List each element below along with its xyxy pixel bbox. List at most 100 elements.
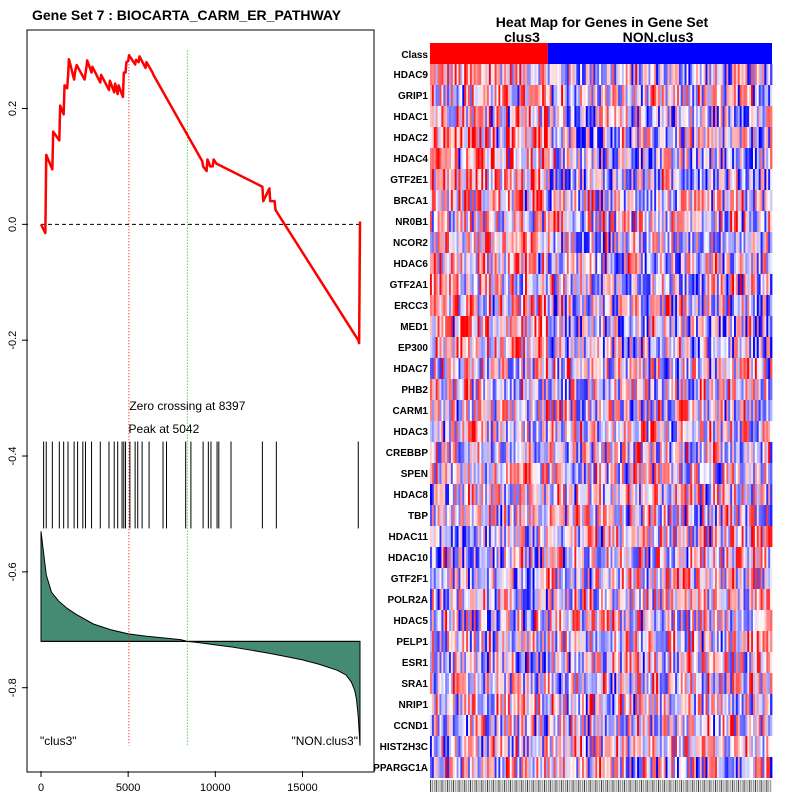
heatmap-cell — [549, 463, 552, 484]
heatmap-cell — [477, 400, 480, 421]
heatmap-cell — [445, 505, 448, 526]
heatmap-cell — [728, 547, 731, 568]
heatmap-cell — [745, 295, 748, 316]
heatmap-cell — [553, 400, 556, 421]
heatmap-cell — [485, 190, 488, 211]
heatmap-cell — [644, 337, 647, 358]
heatmap-cell — [661, 547, 665, 568]
heatmap-cell — [656, 316, 659, 337]
heatmap-cell — [557, 568, 560, 589]
heatmap-area: HDAC9GRIP1HDAC1HDAC2HDAC4GTF2E1BRCA1NR0B… — [373, 43, 773, 792]
heatmap-cell — [644, 148, 647, 169]
heatmap-cell — [633, 169, 636, 190]
heatmap-cell — [673, 211, 676, 232]
heatmap-cell — [544, 463, 547, 484]
heatmap-cell — [640, 400, 644, 421]
heatmap-cell — [656, 148, 659, 169]
heatmap-cell — [639, 253, 642, 274]
heatmap-cell — [449, 400, 452, 421]
heatmap-cell — [568, 421, 571, 442]
heatmap-cell — [737, 274, 741, 295]
heatmap-cell — [587, 358, 590, 379]
heatmap-cell — [449, 631, 452, 652]
heatmap-cell — [659, 358, 663, 379]
heatmap-cell — [511, 169, 514, 190]
heatmap-cell — [502, 442, 505, 463]
heatmap-cell — [481, 631, 484, 652]
heatmap-cell — [589, 568, 592, 589]
heatmap-cell — [578, 127, 581, 148]
heatmap-cell — [595, 148, 598, 169]
heatmap-cell — [572, 568, 575, 589]
heatmap-cell — [462, 169, 465, 190]
heatmap-cell — [449, 169, 452, 190]
heatmap-cell — [500, 85, 503, 106]
heatmap-cell — [684, 232, 687, 253]
heatmap-cell — [701, 274, 704, 295]
heatmap-cell — [568, 610, 571, 631]
heatmap-cell — [492, 316, 495, 337]
heatmap-cell — [716, 64, 720, 85]
heatmap-cell — [614, 169, 617, 190]
heatmap-cell — [566, 421, 570, 442]
heatmap-cell — [582, 358, 585, 379]
heatmap-cell — [680, 211, 684, 232]
heatmap-cell — [544, 211, 547, 232]
heatmap-cell — [585, 337, 589, 358]
heatmap-cell — [667, 547, 670, 568]
heatmap-cell — [730, 85, 733, 106]
heatmap-row-label: HDAC4 — [394, 154, 429, 165]
heatmap-cell — [597, 274, 600, 295]
heatmap-cell — [751, 148, 754, 169]
heatmap-cell — [471, 547, 475, 568]
heatmap-cell — [650, 85, 653, 106]
heatmap-cell — [509, 148, 513, 169]
heatmap-cell — [601, 526, 604, 547]
heatmap-cell — [715, 169, 718, 190]
heatmap-cell — [456, 316, 459, 337]
heatmap-cell — [703, 169, 706, 190]
heatmap-cell — [709, 316, 712, 337]
heatmap-cell — [732, 421, 735, 442]
heatmap-cell — [659, 295, 663, 316]
heatmap-cell — [661, 463, 665, 484]
heatmap-cell — [437, 64, 440, 85]
heatmap-cell — [656, 337, 659, 358]
heatmap-cell — [621, 211, 625, 232]
heatmap-cell — [688, 358, 691, 379]
heatmap-cell — [572, 169, 575, 190]
heatmap-cell — [500, 442, 503, 463]
heatmap-row-label: HDAC3 — [394, 427, 429, 438]
heatmap-cell — [530, 568, 533, 589]
heatmap-cell — [764, 232, 767, 253]
heatmap-cell — [728, 64, 731, 85]
heatmap-cell — [437, 211, 440, 232]
heatmap-cell — [644, 64, 647, 85]
heatmap-cell — [566, 505, 570, 526]
heatmap-cell — [635, 505, 638, 526]
heatmap-cell — [582, 190, 585, 211]
heatmap-cell — [652, 463, 655, 484]
heatmap-cell — [547, 484, 551, 505]
heatmap-cell — [739, 106, 742, 127]
heatmap-cell — [450, 232, 454, 253]
heatmap-cell — [749, 568, 752, 589]
heatmap-cell — [612, 274, 615, 295]
heatmap-cell — [568, 169, 571, 190]
heatmap-cell — [599, 274, 602, 295]
heatmap-cell — [618, 526, 621, 547]
heatmap-cell — [521, 148, 524, 169]
heatmap-cell — [530, 106, 533, 127]
heatmap-cell — [544, 253, 547, 274]
heatmap-cell — [690, 295, 693, 316]
heatmap-cell — [701, 211, 704, 232]
heatmap-cell — [483, 337, 486, 358]
heatmap-cell — [745, 526, 748, 547]
heatmap-cell — [756, 568, 760, 589]
heatmap-cell — [544, 400, 547, 421]
heatmap-cell — [618, 421, 621, 442]
heatmap-cell — [678, 64, 682, 85]
heatmap-cell — [435, 400, 438, 421]
heatmap-cell — [557, 232, 560, 253]
heatmap-cell — [563, 442, 566, 463]
